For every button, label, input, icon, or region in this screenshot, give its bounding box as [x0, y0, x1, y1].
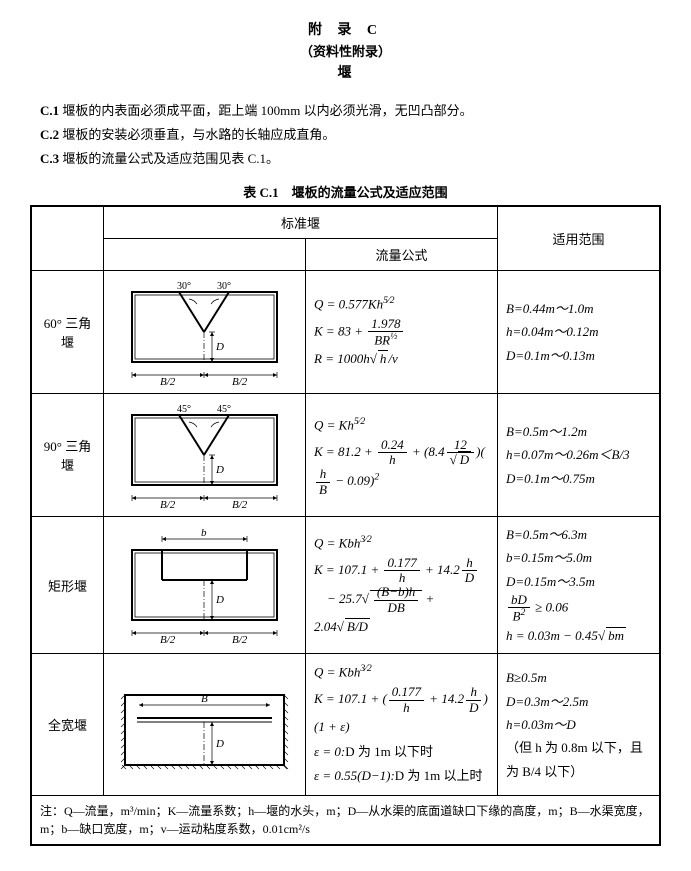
rect-diagram: b D B/2 B/2 — [117, 525, 292, 645]
clause-num: C.2 — [40, 127, 59, 142]
table-row: 全宽堰 B D Q = Kbh3⁄2K = 107.1 + (0.177h + … — [31, 654, 660, 796]
col-standard-weir: 标准堰 — [104, 206, 498, 239]
svg-text:D: D — [215, 341, 224, 353]
svg-text:B: B — [201, 693, 208, 705]
table-footnote-row: 注：Q—流量，m³/min；K—流量系数；h—堰的水头，m；D—从水渠的底面道缺… — [31, 796, 660, 846]
table-row: 矩形堰 b D B/2 B/2 Q = Kbh3⁄2K = 107.1 + 0.… — [31, 516, 660, 653]
diagram-cell: b D B/2 B/2 — [104, 516, 306, 653]
weir-table: 标准堰 适用范围 流量公式 60° 三角堰 30° 30° D B/2 — [30, 205, 661, 846]
table-footnote: 注：Q—流量，m³/min；K—流量系数；h—堰的水头，m；D—从水渠的底面道缺… — [31, 796, 660, 846]
svg-text:D: D — [215, 594, 224, 606]
svg-text:D: D — [215, 738, 224, 750]
svg-text:B/2: B/2 — [232, 376, 248, 387]
formula-cell: Q = 0.577Kh5⁄2K = 83 + 1.978BR½R = 1000h… — [306, 270, 498, 393]
range-cell: B=0.5m～1.2mh=0.07m～0.26m＜B/3D=0.1m～0.75m — [498, 393, 661, 516]
svg-text:D: D — [215, 464, 224, 476]
row-label: 90° 三角堰 — [31, 393, 104, 516]
vnotch-diagram: 45° 45° D B/2 B/2 — [117, 400, 292, 510]
svg-text:B/2: B/2 — [160, 376, 176, 387]
svg-text:B/2: B/2 — [232, 634, 248, 645]
formula-cell: Q = Kbh3⁄2K = 107.1 + (0.177h + 14.2hD)(… — [306, 654, 498, 796]
row-label: 矩形堰 — [31, 516, 104, 653]
appendix-header: 附 录 C （资料性附录） 堰 — [30, 20, 661, 86]
clause-text: 堰板的安装必须垂直，与水路的长轴应成直角。 — [62, 127, 335, 142]
clause-item: C.3 堰板的流量公式及适应范围见表 C.1。 — [40, 148, 651, 170]
table-row: 60° 三角堰 30° 30° D B/2 B/2 Q = 0.577Kh5⁄2… — [31, 270, 660, 393]
range-cell: B=0.5m～6.3mb=0.15m～5.0mD=0.15m～3.5mbDB2 … — [498, 516, 661, 653]
range-cell: B≥0.5mD=0.3m～2.5mh=0.03m～D（但 h 为 0.8m 以下… — [498, 654, 661, 796]
svg-text:B/2: B/2 — [232, 499, 248, 510]
row-label: 60° 三角堰 — [31, 270, 104, 393]
col-blank — [31, 206, 104, 271]
col-formula: 流量公式 — [306, 238, 498, 270]
svg-text:b: b — [201, 527, 207, 539]
svg-text:30°: 30° — [217, 281, 231, 292]
clause-num: C.1 — [40, 103, 59, 118]
svg-text:45°: 45° — [177, 404, 191, 415]
svg-text:B/2: B/2 — [160, 499, 176, 510]
clause-item: C.2 堰板的安装必须垂直，与水路的长轴应成直角。 — [40, 124, 651, 146]
col-range: 适用范围 — [498, 206, 661, 271]
svg-text:30°: 30° — [177, 281, 191, 292]
clause-text: 堰板的内表面必须成平面，距上端 100mm 以内必须光滑，无凹凸部分。 — [62, 103, 472, 118]
range-cell: B=0.44m～1.0mh=0.04m～0.12mD=0.1m～0.13m — [498, 270, 661, 393]
svg-text:45°: 45° — [217, 404, 231, 415]
table-header-row: 标准堰 适用范围 — [31, 206, 660, 239]
svg-text:B/2: B/2 — [160, 634, 176, 645]
header-line2: （资料性附录） — [30, 42, 661, 63]
col-diagram — [104, 238, 306, 270]
diagram-cell: 45° 45° D B/2 B/2 — [104, 393, 306, 516]
header-line1: 附 录 C — [30, 20, 661, 42]
clause-num: C.3 — [40, 151, 59, 166]
header-line3: 堰 — [30, 63, 661, 85]
clause-text: 堰板的流量公式及适应范围见表 C.1。 — [62, 151, 279, 166]
table-title: 表 C.1 堰板的流量公式及适应范围 — [30, 182, 661, 201]
diagram-cell: B D — [104, 654, 306, 796]
clause-item: C.1 堰板的内表面必须成平面，距上端 100mm 以内必须光滑，无凹凸部分。 — [40, 100, 651, 122]
table-row: 90° 三角堰 45° 45° D B/2 B/2 Q = Kh5⁄2K = 8… — [31, 393, 660, 516]
formula-cell: Q = Kbh3⁄2K = 107.1 + 0.177h + 14.2hD − … — [306, 516, 498, 653]
fullwidth-diagram: B D — [117, 670, 292, 780]
diagram-cell: 30° 30° D B/2 B/2 — [104, 270, 306, 393]
formula-cell: Q = Kh5⁄2K = 81.2 + 0.24h + (8.412√D)(hB… — [306, 393, 498, 516]
row-label: 全宽堰 — [31, 654, 104, 796]
clause-list: C.1 堰板的内表面必须成平面，距上端 100mm 以内必须光滑，无凹凸部分。 … — [40, 100, 651, 170]
vnotch-diagram: 30° 30° D B/2 B/2 — [117, 277, 292, 387]
